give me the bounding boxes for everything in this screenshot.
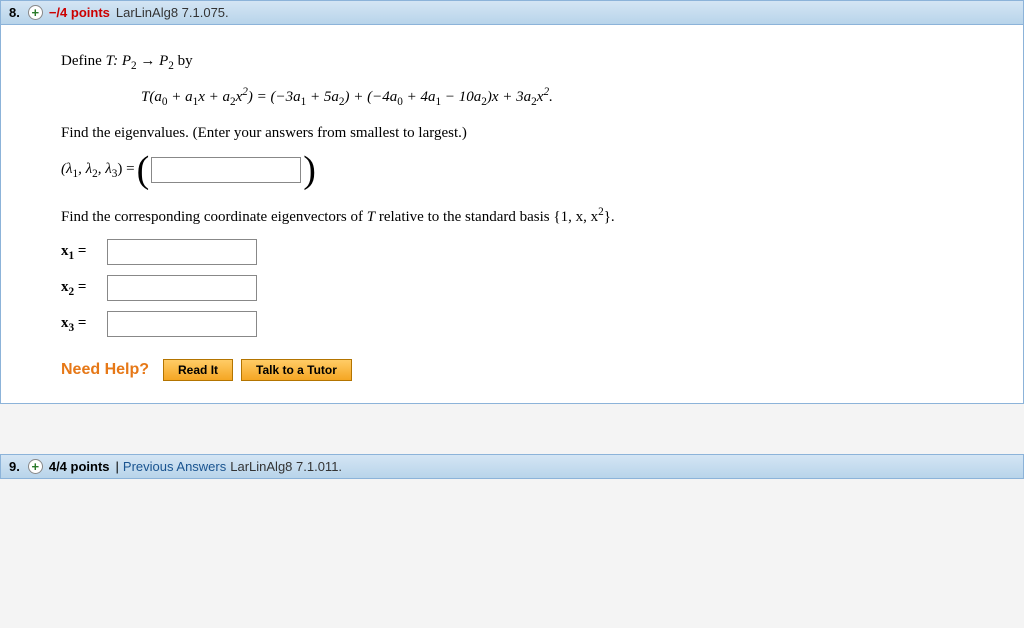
gap — [0, 404, 1024, 454]
fv-pre: Find the corresponding coordinate eigenv… — [61, 209, 367, 225]
define-line: Define T: P2 → P2 by — [61, 49, 999, 75]
x3-input[interactable] — [107, 311, 257, 337]
transformation-formula: T(a0 + a1x + a2x2) = (−3a1 + 5a2) + (−4a… — [61, 83, 999, 111]
read-it-button[interactable]: Read It — [163, 359, 233, 381]
f-p5: + 5a — [306, 89, 339, 105]
left-paren-icon: ( — [137, 155, 150, 185]
question-9-header: 9. + 4/4 points | Previous Answers LarLi… — [0, 454, 1024, 479]
eigenvalues-row: (λ1, λ2, λ3) = ( ) — [61, 155, 999, 185]
plus-icon[interactable]: + — [28, 459, 43, 474]
x1-label: x1 = — [61, 239, 107, 265]
find-eigenvectors-text: Find the corresponding coordinate eigenv… — [61, 203, 999, 229]
f-T: T(a — [141, 89, 162, 105]
f-ce: ) = (−3a — [248, 89, 301, 105]
source-label: LarLinAlg8 7.1.075. — [116, 5, 229, 20]
talk-tutor-button[interactable]: Talk to a Tutor — [241, 359, 352, 381]
question-8-body: Define T: P2 → P2 by T(a0 + a1x + a2x2) … — [0, 25, 1024, 404]
x3-row: x3 = — [61, 311, 999, 337]
eigenvalues-input[interactable] — [151, 157, 301, 183]
find-eigenvalues-text: Find the eigenvalues. (Enter your answer… — [61, 121, 999, 145]
source-label: LarLinAlg8 7.1.011. — [230, 459, 342, 474]
x2b: x — [61, 279, 69, 295]
lc2: , λ — [98, 161, 112, 177]
x1-row: x1 = — [61, 239, 999, 265]
define-arrow: → P — [137, 53, 169, 69]
need-help-row: Need Help? Read It Talk to a Tutor — [61, 357, 999, 383]
points-label: 4/4 points — [49, 459, 110, 474]
previous-answers-link[interactable]: Previous Answers — [123, 459, 226, 474]
ll-post: ) = — [117, 161, 134, 177]
f-x1: x + a — [198, 89, 230, 105]
x1-input[interactable] — [107, 239, 257, 265]
ll-pre: (λ — [61, 161, 73, 177]
f-p4a1: + 4a — [403, 89, 436, 105]
lc1: , λ — [78, 161, 92, 177]
f-dot: . — [549, 89, 553, 105]
f-cx: )x + 3a — [487, 89, 531, 105]
x3eq: = — [74, 315, 86, 331]
fv-T: T — [367, 209, 375, 225]
separator: | — [116, 459, 119, 474]
define-pre: Define — [61, 53, 106, 69]
x2-input[interactable] — [107, 275, 257, 301]
lambda-label: (λ1, λ2, λ3) = — [61, 157, 135, 183]
x3-label: x3 = — [61, 311, 107, 337]
define-map: T: P — [106, 53, 131, 69]
fv-mid: relative to the standard basis {1, x, x — [375, 209, 598, 225]
points-label: −/4 points — [49, 5, 110, 20]
f-p1: + a — [167, 89, 192, 105]
plus-icon[interactable]: + — [28, 5, 43, 20]
x2eq: = — [74, 279, 86, 295]
question-number: 8. — [9, 5, 20, 20]
x1eq: = — [74, 243, 86, 259]
need-help-label: Need Help? — [61, 357, 149, 383]
right-paren-icon: ) — [303, 155, 316, 185]
f-m10: − 10a — [441, 89, 481, 105]
question-8-header: 8. + −/4 points LarLinAlg8 7.1.075. — [0, 0, 1024, 25]
define-by: by — [174, 53, 193, 69]
x1b: x — [61, 243, 69, 259]
f-cp1: ) + (−4a — [345, 89, 398, 105]
x2-label: x2 = — [61, 275, 107, 301]
fv-post: }. — [604, 209, 615, 225]
x3b: x — [61, 315, 69, 331]
question-number: 9. — [9, 459, 20, 474]
x2-row: x2 = — [61, 275, 999, 301]
